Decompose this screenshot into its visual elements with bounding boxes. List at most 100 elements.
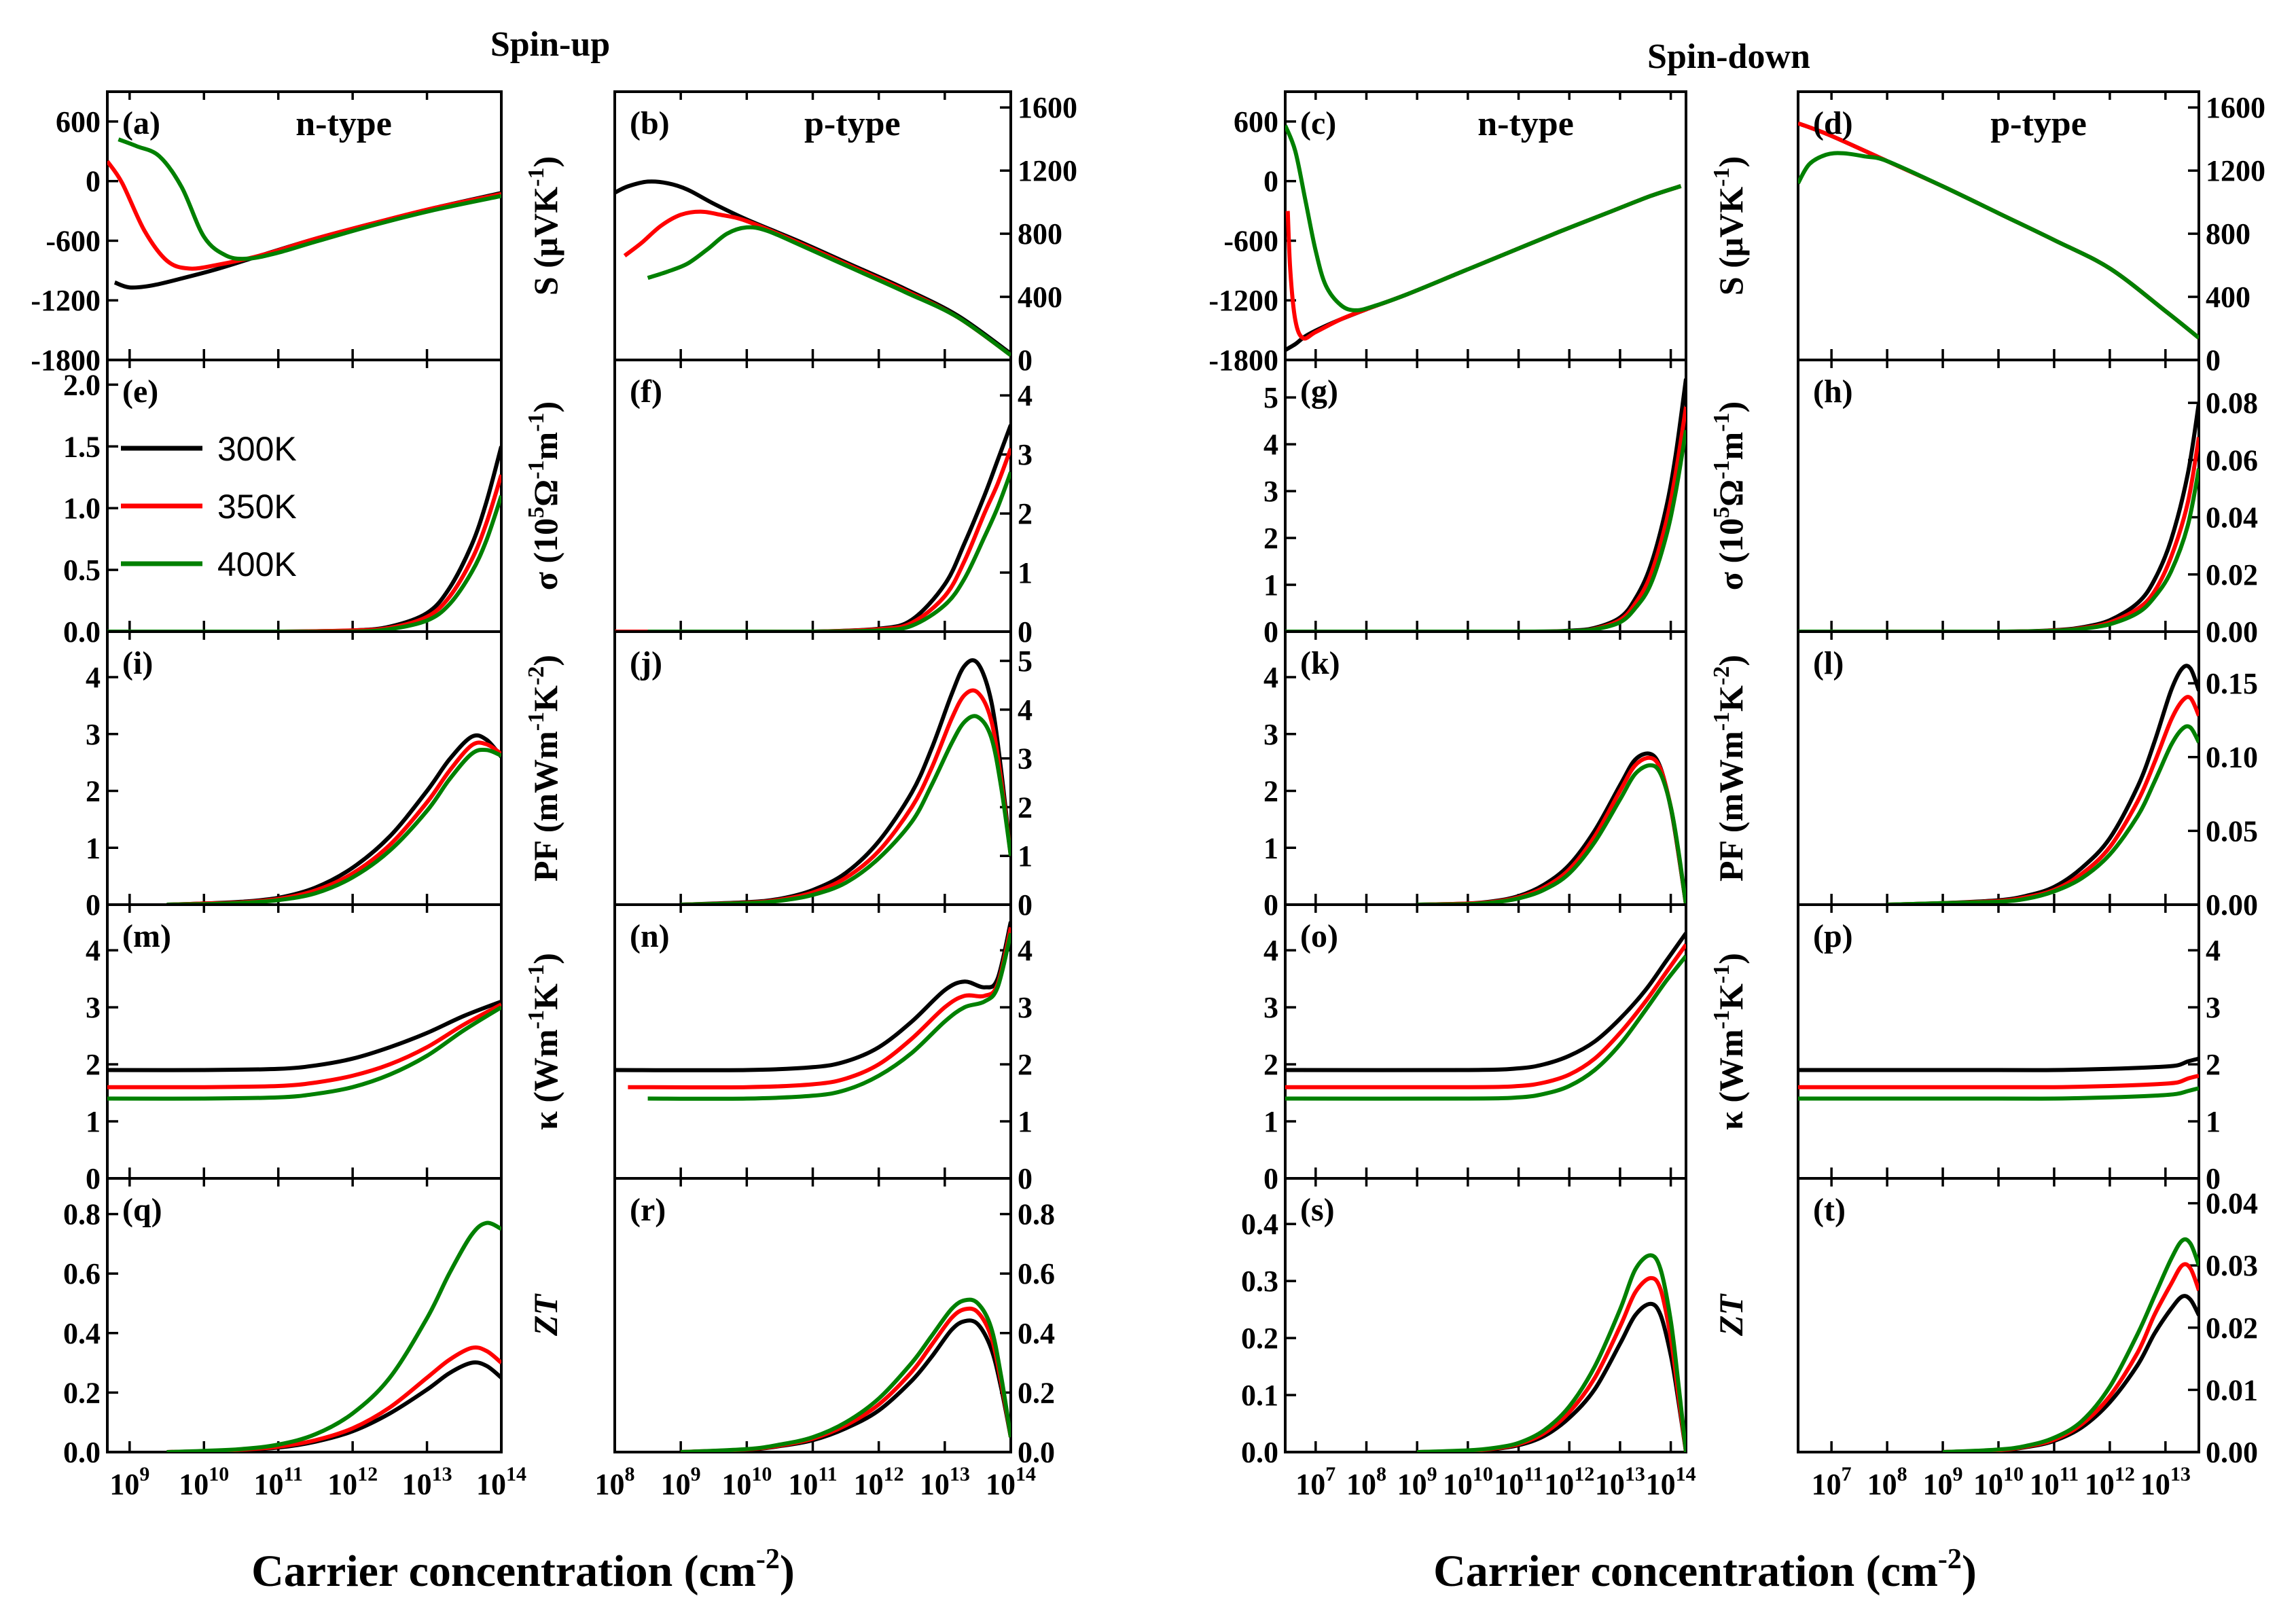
- y-tick-label: 0: [1263, 1162, 1278, 1195]
- y-tick-label: -1200: [31, 284, 101, 317]
- x-tick-label: 1011: [2030, 1463, 2079, 1501]
- y-tick-label: 0.04: [2206, 501, 2258, 535]
- panel-frame: [613, 359, 1012, 633]
- y-tick-label: 0.15: [2206, 667, 2258, 700]
- x-tick-label: 1014: [476, 1463, 526, 1501]
- y-tick-label: 4: [2206, 934, 2221, 967]
- spin-up-title: Spin-up: [490, 25, 610, 64]
- panel-label: (g): [1300, 374, 1338, 410]
- y-tick-label: 0: [1018, 615, 1033, 649]
- y-tick-label: 1: [1263, 568, 1278, 602]
- x-tick-label: 1010: [721, 1463, 772, 1501]
- panel-f: 0 1 2 3 4 (f): [613, 359, 1033, 649]
- panel-label: (q): [122, 1192, 162, 1228]
- x-tick-label: 1012: [2085, 1463, 2135, 1501]
- panel-label: (p): [1813, 918, 1853, 954]
- y-tick-label: 0.0: [1241, 1436, 1278, 1469]
- x-tick-label: 1013: [2140, 1463, 2191, 1501]
- legend-label: 350K: [217, 488, 297, 526]
- y-tick-label: 0: [86, 165, 101, 198]
- panel-e: 0.0 0.5 1.0 1.5 2.0 (e): [63, 359, 503, 649]
- series-line-300K: [1285, 378, 1686, 632]
- y-tick-label: 0: [86, 888, 101, 922]
- panel-frame: [1797, 1177, 2200, 1453]
- y-tick-label: 0.2: [1241, 1322, 1278, 1355]
- y-tick-label: 2: [1263, 1048, 1278, 1081]
- series-line-400K: [1798, 151, 2199, 340]
- x-tick-label: 1012: [327, 1463, 378, 1501]
- y-tick-label: 0: [1018, 1162, 1033, 1195]
- y-tick-label: -600: [46, 224, 101, 257]
- y-tick-label: 2: [86, 1048, 101, 1081]
- y-axis-label: PF (mWm-1K-2): [524, 655, 564, 882]
- panel-note: p-type: [1990, 105, 2087, 143]
- series-line-400K: [1285, 429, 1686, 632]
- y-tick-label: 4: [1018, 693, 1033, 727]
- y-tick-label: -600: [1223, 224, 1278, 257]
- y-tick-label: 1: [1263, 831, 1278, 865]
- series-line-350K: [1887, 695, 2199, 905]
- panel-frame: [1797, 630, 2200, 906]
- y-tick-label: 0.06: [2206, 444, 2258, 477]
- panel-label: (k): [1300, 645, 1340, 681]
- y-tick-label: 0.6: [1018, 1257, 1055, 1290]
- series-line-300K: [615, 921, 1011, 1072]
- y-tick-label: 2: [1018, 791, 1033, 824]
- series-line-400K: [647, 471, 1011, 632]
- y-tick-label: 3: [1018, 438, 1033, 471]
- series-line-400K: [1798, 1086, 2199, 1101]
- panel-n: 0 1 2 3 4 (n): [613, 903, 1033, 1195]
- y-tick-label: 2: [1018, 497, 1033, 530]
- panel-h: 0.00 0.02 0.04 0.06 0.08 (h): [1797, 359, 2258, 649]
- series-line-400K: [681, 714, 1011, 905]
- y-tick-label: 4: [86, 934, 101, 967]
- panel-note: p-type: [804, 105, 901, 143]
- panel-g: 0 1 2 3 4 5 (g): [1263, 359, 1687, 649]
- y-axis-label: κ (Wm-1K-1): [524, 953, 564, 1130]
- y-tick-label: 0.02: [2206, 1311, 2258, 1345]
- y-tick-label: 5: [1263, 381, 1278, 414]
- y-tick-label: 0: [1018, 888, 1033, 922]
- y-tick-label: 0: [1263, 615, 1278, 649]
- y-tick-label: 0.03: [2206, 1249, 2258, 1282]
- y-tick-label: 0.00: [2206, 615, 2258, 649]
- panel-label: (n): [630, 918, 670, 954]
- y-tick-label: 1: [86, 831, 101, 865]
- x-tick-label: 1010: [1973, 1463, 2024, 1501]
- y-tick-label: 400: [1018, 280, 1062, 314]
- y-axis-label: PF (mWm-1K-2): [1709, 655, 1750, 882]
- series-line-400K: [107, 1005, 501, 1101]
- legend-label: 300K: [217, 430, 297, 468]
- y-tick-label: 1200: [1018, 154, 1077, 187]
- y-tick-label: 0: [1263, 888, 1278, 922]
- y-tick-label: 2.0: [63, 368, 101, 401]
- panel-i: 0 1 2 3 4 (i): [86, 630, 503, 922]
- x-tick-label: 1012: [854, 1463, 904, 1501]
- panel-p: 0 1 2 3 4 (p): [1797, 903, 2221, 1195]
- y-tick-label: 1: [1018, 556, 1033, 590]
- y-tick-label: 2: [1263, 775, 1278, 808]
- x-tick-label: 107: [1295, 1463, 1335, 1501]
- y-tick-label: 0.0: [63, 615, 101, 649]
- panel-frame: [1284, 630, 1687, 906]
- x-tick-label: 1013: [920, 1463, 970, 1501]
- panel-label: (o): [1300, 918, 1338, 954]
- panel-label: (h): [1813, 374, 1853, 410]
- x-tick-label: 1014: [986, 1463, 1036, 1501]
- x-tick-label: 1013: [402, 1463, 452, 1501]
- y-tick-label: 0.4: [63, 1317, 101, 1350]
- y-tick-label: 2: [86, 775, 101, 808]
- x-tick-label: 108: [595, 1463, 635, 1501]
- y-tick-label: 0.1: [1241, 1379, 1278, 1412]
- panel-label: (r): [630, 1192, 666, 1228]
- series-line-350K: [1285, 406, 1686, 632]
- panel-k: 0 1 2 3 4 (k): [1263, 630, 1687, 922]
- y-tick-label: 1600: [1018, 91, 1077, 124]
- panel-label: (b): [630, 105, 670, 141]
- x-tick-label: 1010: [179, 1463, 229, 1501]
- series-line-400K: [681, 1297, 1011, 1452]
- y-axis-label: σ (105Ω-1m-1): [1709, 401, 1750, 590]
- panel-frame: [1284, 903, 1687, 1180]
- y-axis-label: κ (Wm-1K-1): [1709, 953, 1750, 1130]
- series-line-300K: [615, 424, 1011, 632]
